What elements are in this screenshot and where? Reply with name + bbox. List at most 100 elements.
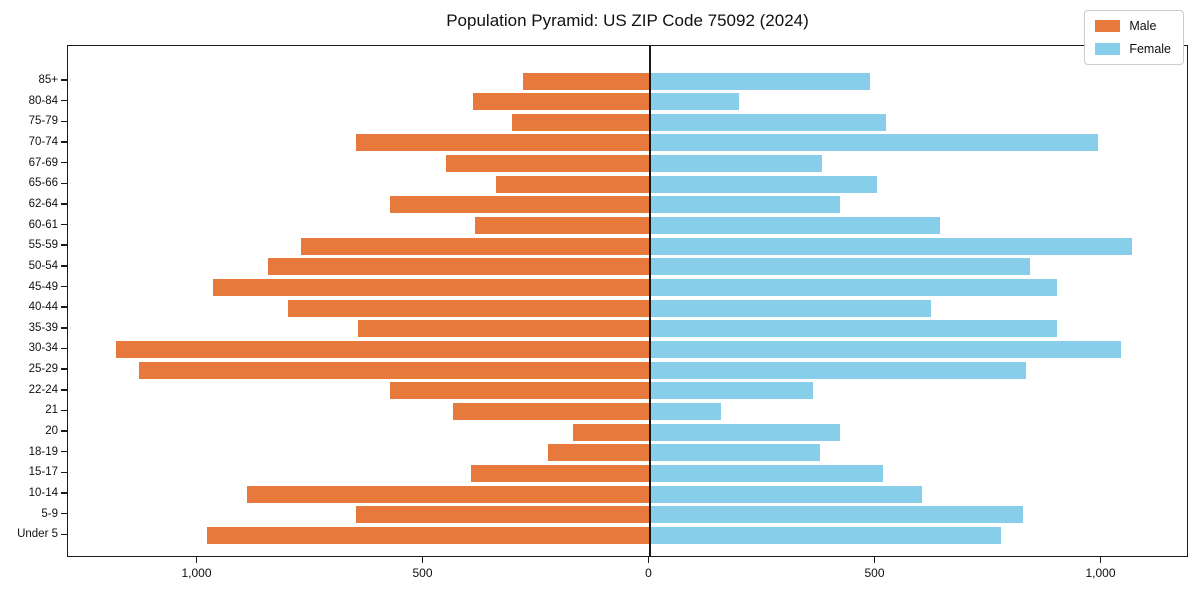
y-tick-mark <box>61 450 67 453</box>
x-tick-label: 500 <box>864 566 885 580</box>
y-tick-mark <box>61 141 67 143</box>
y-tick-mark <box>61 368 67 370</box>
y-tick-mark <box>61 347 67 350</box>
y-tick-label-67-69: 67-69 <box>28 156 58 169</box>
x-tick-label: 1,000 <box>1085 566 1116 580</box>
bar-female-35-39 <box>650 320 1058 338</box>
bar-male-10-14 <box>247 485 650 503</box>
y-tick-label-Under 5: Under 5 <box>17 528 58 541</box>
bar-male-21 <box>452 402 650 420</box>
y-tick-mark <box>61 244 67 246</box>
bar-female-85+ <box>650 72 870 90</box>
y-tick-mark <box>61 285 67 288</box>
bar-male-40-44 <box>287 299 650 317</box>
y-tick-mark <box>61 471 67 474</box>
x-tick-mark <box>195 557 198 563</box>
bar-male-20 <box>572 423 650 441</box>
y-tick-label-15-17: 15-17 <box>28 466 58 479</box>
bar-female-10-14 <box>650 485 922 503</box>
y-tick-label-75-79: 75-79 <box>28 115 58 128</box>
y-tick-label-35-39: 35-39 <box>28 321 58 334</box>
bar-male-30-34 <box>116 340 650 358</box>
y-tick-label-18-19: 18-19 <box>28 445 58 458</box>
bar-female-30-34 <box>650 340 1121 358</box>
bar-female-15-17 <box>650 464 884 482</box>
y-tick-label-5-9: 5-9 <box>41 507 58 520</box>
y-tick-label-21: 21 <box>45 404 58 417</box>
y-tick-mark <box>61 512 67 515</box>
y-tick-label-62-64: 62-64 <box>28 197 58 210</box>
y-tick-mark <box>61 99 67 102</box>
bar-female-5-9 <box>650 506 1024 524</box>
x-tick-label: 1,000 <box>181 566 212 580</box>
y-tick-label-30-34: 30-34 <box>28 342 58 355</box>
bar-female-Under 5 <box>650 526 1001 544</box>
bar-male-15-17 <box>470 464 650 482</box>
y-tick-label-22-24: 22-24 <box>28 383 58 396</box>
bar-female-75-79 <box>650 113 886 131</box>
y-tick-mark <box>61 409 67 412</box>
legend-label-male: Male <box>1129 19 1157 33</box>
y-tick-label-70-74: 70-74 <box>28 135 58 148</box>
bar-female-22-24 <box>650 382 814 400</box>
x-tick-label: 0 <box>645 566 652 580</box>
y-tick-mark <box>61 161 67 164</box>
bar-male-22-24 <box>389 382 650 400</box>
bar-female-65-66 <box>650 175 877 193</box>
bar-male-45-49 <box>213 279 650 296</box>
bar-male-Under 5 <box>206 526 650 544</box>
y-tick-label-40-44: 40-44 <box>28 301 58 314</box>
y-tick-label-80-84: 80-84 <box>28 94 58 107</box>
bar-female-80-84 <box>650 93 739 111</box>
y-tick-label-85+: 85+ <box>38 74 58 86</box>
x-tick-label: 500 <box>412 566 433 580</box>
y-tick-mark <box>61 223 67 226</box>
bar-male-18-19 <box>547 444 650 462</box>
bar-male-85+ <box>522 72 650 90</box>
bar-male-62-64 <box>389 196 650 214</box>
y-tick-label-25-29: 25-29 <box>28 363 58 376</box>
y-tick-label-60-61: 60-61 <box>28 218 58 231</box>
bar-male-55-59 <box>301 237 650 255</box>
bar-male-25-29 <box>138 361 650 379</box>
female-swatch-icon <box>1095 43 1121 55</box>
bar-male-80-84 <box>473 93 650 111</box>
x-tick-mark <box>647 557 650 563</box>
bar-male-35-39 <box>357 320 650 338</box>
y-tick-mark <box>61 120 67 123</box>
bar-female-21 <box>650 402 721 420</box>
bar-male-65-66 <box>495 175 650 193</box>
male-swatch-icon <box>1095 20 1121 32</box>
bar-male-5-9 <box>355 506 650 524</box>
bar-female-20 <box>650 423 841 441</box>
bar-male-67-69 <box>446 155 650 173</box>
bar-male-70-74 <box>355 134 650 152</box>
x-tick-mark <box>1099 557 1102 563</box>
y-tick-mark <box>61 492 67 494</box>
bar-male-50-54 <box>267 258 650 276</box>
legend-entry-female: Female <box>1095 42 1171 56</box>
y-tick-mark <box>61 430 67 432</box>
bar-female-40-44 <box>650 299 931 317</box>
y-tick-mark <box>61 389 67 391</box>
y-tick-mark <box>61 79 67 81</box>
bar-female-50-54 <box>650 258 1031 276</box>
y-tick-mark <box>61 327 67 329</box>
bar-female-55-59 <box>650 237 1132 255</box>
legend-entry-male: Male <box>1095 19 1171 33</box>
y-tick-mark <box>61 203 67 205</box>
bar-female-62-64 <box>650 196 841 214</box>
y-tick-label-20: 20 <box>45 425 58 438</box>
y-tick-label-50-54: 50-54 <box>28 259 58 272</box>
bar-female-70-74 <box>650 134 1098 152</box>
bar-male-75-79 <box>511 113 650 131</box>
legend: Male Female <box>1084 10 1184 65</box>
plot-area <box>67 45 1188 557</box>
y-tick-label-55-59: 55-59 <box>28 239 58 252</box>
bar-male-60-61 <box>475 217 650 235</box>
bar-female-18-19 <box>650 444 820 462</box>
chart-title: Population Pyramid: US ZIP Code 75092 (2… <box>446 11 809 30</box>
y-tick-label-65-66: 65-66 <box>28 177 58 190</box>
bar-female-45-49 <box>650 279 1058 296</box>
